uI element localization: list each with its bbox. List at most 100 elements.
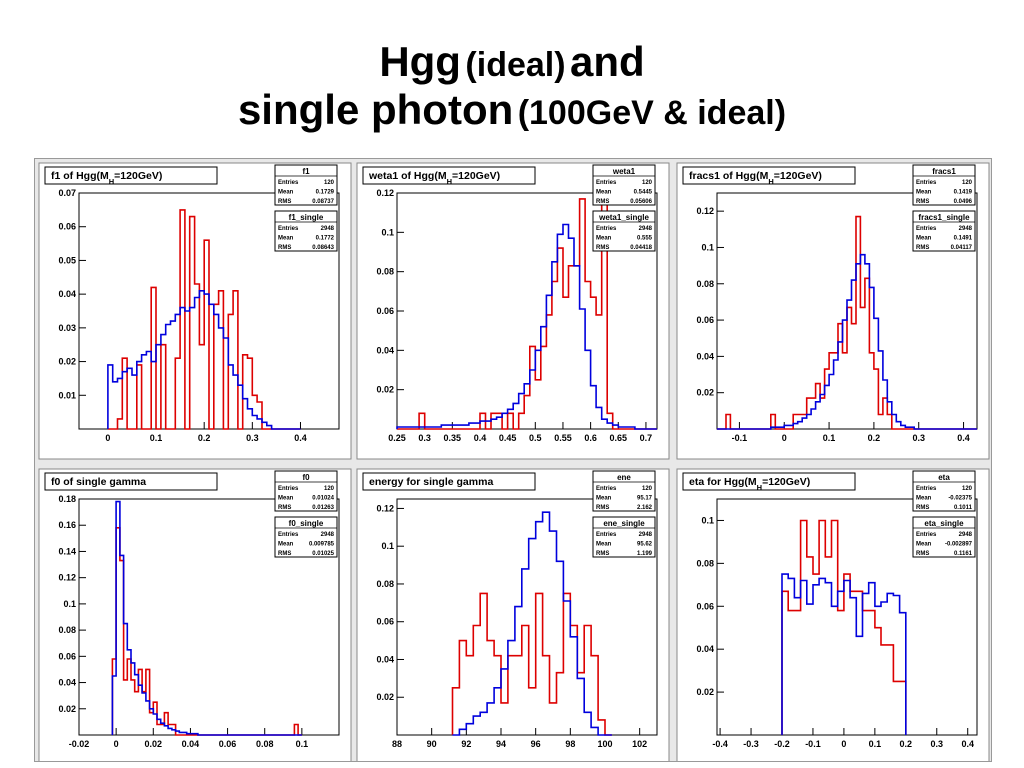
stats-value: 0.1419 — [954, 190, 973, 196]
stats-value: 2.162 — [637, 505, 653, 511]
x-tick-label: 0.3 — [246, 433, 259, 443]
stats-key: Mean — [596, 190, 612, 196]
stats-value: 0.009785 — [309, 542, 335, 548]
histogram-title: eta for Hgg(MH=120GeV) — [689, 476, 810, 492]
stats-key: Mean — [278, 190, 294, 196]
single-photon-histogram — [717, 253, 977, 430]
y-tick-label: 0.1 — [701, 515, 714, 525]
y-tick-label: 0.04 — [58, 289, 76, 299]
y-tick-label: 0.02 — [376, 385, 394, 395]
stats-value: -0.02375 — [948, 496, 972, 502]
x-tick-label: 0.3 — [931, 739, 944, 749]
panel-background — [38, 162, 352, 460]
stats-value: 120 — [324, 486, 335, 492]
title-and: and — [570, 38, 645, 85]
stats-box-name: f1 — [302, 167, 310, 176]
x-tick-label: 0.4 — [474, 433, 487, 443]
stats-value: 0.1491 — [954, 236, 973, 242]
stats-value: 0.04117 — [951, 245, 973, 251]
y-tick-label: 0.08 — [696, 558, 714, 568]
stats-box-name: eta — [938, 473, 950, 482]
stats-key: RMS — [278, 199, 291, 205]
y-tick-label: 0.1 — [381, 541, 394, 551]
y-tick-label: 0.1 — [381, 227, 394, 237]
histogram-title-box: energy for single gamma — [362, 472, 536, 491]
panel-background — [676, 162, 990, 460]
title-box-frame — [362, 472, 536, 491]
x-tick-label: 0.04 — [182, 739, 200, 749]
x-tick-label: 0 — [105, 433, 110, 443]
stats-box-name: f0_single — [289, 519, 324, 528]
histogram-panel: 0.02 0.04 0.06 0.08 0.1 0.12 -0.1 0 0.1 0.2 0.3 0.4… — [676, 162, 990, 460]
title-energy-note: (100GeV & ideal) — [517, 94, 787, 133]
stats-box: eta_single Entries 2948 Mean -0.002897 RMS 0.1… — [912, 516, 976, 558]
stats-value: 0.5445 — [634, 190, 653, 196]
x-tick-label: 96 — [531, 739, 541, 749]
x-tick-label: 0.2 — [900, 739, 913, 749]
stats-key: Entries — [596, 486, 617, 492]
stats-key: RMS — [596, 551, 609, 557]
histogram-title: f1 of Hgg(MH=120GeV) — [51, 170, 162, 186]
x-tick-label: 0 — [841, 739, 846, 749]
y-tick-label: 0.14 — [58, 546, 76, 556]
y-tick-label: 0.18 — [58, 494, 76, 504]
stats-box-frame — [592, 210, 656, 252]
stats-key: Mean — [916, 542, 932, 548]
x-tick-label: 102 — [632, 739, 647, 749]
y-tick-label: 0.06 — [376, 617, 394, 627]
stats-box-frame — [912, 470, 976, 512]
x-tick-label: -0.1 — [732, 433, 748, 443]
x-tick-label: 0.1 — [869, 739, 882, 749]
stats-key: Entries — [596, 180, 617, 186]
slide-title: Hgg (ideal) and single photon (100GeV & … — [0, 38, 1024, 135]
y-tick-label: 0.02 — [696, 388, 714, 398]
stats-box-name: eta_single — [924, 519, 964, 528]
stats-box: weta1 Entries 120 Mean 0.5445 RMS 0.05606 — [592, 164, 656, 206]
stats-box: weta1_single Entries 2948 Mean 0.555 RMS 0.044… — [592, 210, 656, 252]
stats-value: 120 — [962, 486, 973, 492]
title-box-frame — [362, 166, 536, 185]
stats-value: 0.01025 — [312, 551, 334, 557]
stats-value: 120 — [962, 180, 973, 186]
y-tick-label: 0.08 — [696, 279, 714, 289]
stats-box: fracs1 Entries 120 Mean 0.1419 RMS 0.0496 — [912, 164, 976, 206]
histogram-panel: 0.02 0.04 0.06 0.08 0.1 0.12 88 90 92 94 96 98 100 10… — [356, 468, 670, 761]
stats-box-name: f0 — [302, 473, 310, 482]
histogram-grid: 0.010.020.030.040.050.060.070 0.1 0.2 0.3 0.… — [38, 162, 990, 761]
y-tick-label: 0.04 — [58, 678, 76, 688]
x-tick-label: 94 — [496, 739, 506, 749]
y-tick-label: 0.12 — [376, 188, 394, 198]
histogram-title-box: weta1 of Hgg(MH=120GeV) — [362, 166, 536, 186]
x-tick-label: 0.35 — [444, 433, 462, 443]
x-tick-label: 0 — [782, 433, 787, 443]
stats-value: 0.08737 — [312, 199, 334, 205]
stats-value: 2948 — [959, 226, 973, 232]
x-tick-label: 0.55 — [554, 433, 572, 443]
histogram-panel: 0.020.040.060.080.1-0.4 -0.3 -0.2 -0.1 0 0.1 0… — [676, 468, 990, 761]
stats-key: Mean — [596, 542, 612, 548]
y-tick-label: 0.05 — [58, 255, 76, 265]
y-tick-label: 0.06 — [376, 306, 394, 316]
single-photon-histogram — [107, 290, 301, 430]
stats-box-frame — [912, 210, 976, 252]
y-tick-label: 0.06 — [58, 222, 76, 232]
x-tick-label: -0.1 — [805, 739, 821, 749]
stats-key: Entries — [278, 532, 299, 538]
stats-box-name: weta1_single — [598, 213, 649, 222]
y-tick-label: 0.16 — [58, 520, 76, 530]
stats-key: RMS — [278, 245, 291, 251]
stats-value: 2948 — [959, 532, 973, 538]
y-tick-label: 0.04 — [376, 345, 394, 355]
stats-value: 0.1772 — [316, 236, 335, 242]
x-tick-label: 0.4 — [957, 433, 970, 443]
stats-value: 0.1729 — [316, 190, 335, 196]
stats-key: RMS — [916, 551, 929, 557]
stats-key: Entries — [916, 226, 937, 232]
x-tick-label: -0.02 — [69, 739, 90, 749]
stats-box-frame — [912, 164, 976, 206]
title-line-1: Hgg (ideal) and — [0, 38, 1024, 86]
stats-key: RMS — [596, 245, 609, 251]
stats-value: 95.62 — [637, 542, 653, 548]
